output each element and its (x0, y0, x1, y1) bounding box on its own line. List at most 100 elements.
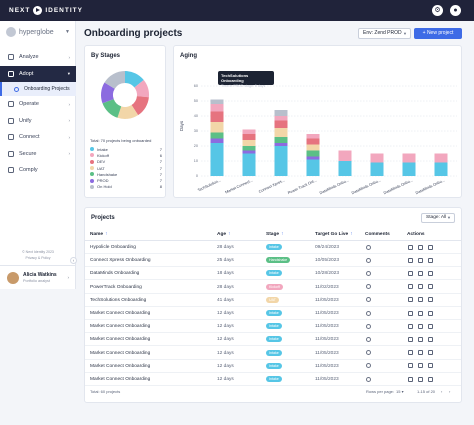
user-icon[interactable]: ● (450, 5, 461, 16)
project-name[interactable]: Market Connect Onboarding (90, 377, 151, 382)
donut-slice-handshake[interactable] (102, 99, 122, 118)
column-header-name[interactable]: Name ↑ (90, 232, 108, 237)
table-row[interactable]: Market Connect Onboarding 12 days Intake 11… (85, 373, 461, 386)
bar-segment[interactable] (370, 162, 384, 177)
bar-segment[interactable] (434, 153, 448, 163)
edit-icon[interactable] (418, 376, 423, 382)
table-row[interactable]: Hypolicle Onboarding 28 days Intake 09/24/2… (85, 241, 461, 254)
edit-icon[interactable] (418, 363, 423, 369)
table-row[interactable]: TechSolutions Onboarding 41 days UAT 11/05/… (85, 294, 461, 307)
view-icon[interactable] (408, 310, 413, 316)
bar-segment[interactable] (338, 161, 352, 176)
bar-segment[interactable] (210, 111, 224, 123)
view-icon[interactable] (408, 323, 413, 329)
delete-icon[interactable] (428, 363, 433, 369)
comment-icon[interactable] (366, 336, 371, 342)
comment-icon[interactable] (366, 363, 371, 369)
bar-segment[interactable] (242, 134, 256, 140)
bar-segment[interactable] (274, 146, 288, 176)
bar-segment[interactable] (210, 104, 224, 112)
table-row[interactable]: Market Connect Onboarding 12 days Intake 11… (85, 320, 461, 334)
bar-segment[interactable] (210, 143, 224, 176)
donut-slice-prod[interactable] (101, 82, 115, 104)
bar-segment[interactable] (402, 153, 416, 163)
new-project-button[interactable]: + New project (414, 28, 462, 39)
donut-slice-uat[interactable] (117, 105, 139, 119)
collapse-sidebar-button[interactable]: ‹ (70, 257, 77, 264)
bar-segment[interactable] (210, 132, 224, 139)
edit-icon[interactable] (418, 244, 423, 250)
bar-segment[interactable] (306, 156, 320, 160)
project-name[interactable]: Hypolicle Onboarding (90, 245, 136, 250)
bar-segment[interactable] (306, 138, 320, 145)
view-icon[interactable] (408, 363, 413, 369)
delete-icon[interactable] (428, 284, 433, 290)
table-row[interactable]: Market Connect Onboarding 12 days Intake 11… (85, 347, 461, 360)
sidebar-item-connect[interactable]: Connect › (0, 129, 76, 146)
bar-segment[interactable] (274, 116, 288, 121)
bar-segment[interactable] (242, 146, 256, 151)
delete-icon[interactable] (428, 376, 433, 382)
view-icon[interactable] (408, 376, 413, 382)
bar-segment[interactable] (434, 162, 448, 177)
table-row[interactable]: Connect Xpress Onboarding 25 days Handshak… (85, 254, 461, 268)
sidebar-item-comply[interactable]: Comply (0, 162, 76, 179)
view-icon[interactable] (408, 336, 413, 342)
bar-segment[interactable] (242, 140, 256, 146)
sidebar-item-unify[interactable]: Unify › (0, 113, 76, 130)
edit-icon[interactable] (418, 310, 423, 316)
bar-segment[interactable] (370, 153, 384, 163)
view-icon[interactable] (408, 284, 413, 290)
project-name[interactable]: Connect Xpress Onboarding (90, 258, 151, 264)
delete-icon[interactable] (428, 323, 433, 329)
view-icon[interactable] (408, 244, 413, 250)
next-page-icon[interactable]: › (449, 389, 451, 394)
bar-segment[interactable] (306, 144, 320, 151)
stage-filter-select[interactable]: Stage: All ▼ (421, 213, 455, 223)
delete-icon[interactable] (428, 350, 433, 356)
gear-icon[interactable]: ⚙ (432, 5, 443, 16)
project-name[interactable]: DataMinds Onboarding (90, 271, 140, 277)
project-name[interactable]: Market Connect Onboarding (90, 363, 151, 369)
bar-segment[interactable] (274, 137, 288, 143)
donut-slice-on-hold[interactable] (104, 71, 125, 89)
bar-segment[interactable] (274, 110, 288, 116)
comment-icon[interactable] (366, 323, 371, 329)
workspace-switcher[interactable]: hyperglobe ▼ (6, 25, 70, 39)
column-header-stage[interactable]: Stage ↑ (266, 232, 284, 237)
comment-icon[interactable] (366, 350, 371, 356)
bar-segment[interactable] (274, 128, 288, 137)
comment-icon[interactable] (366, 270, 371, 276)
view-icon[interactable] (408, 270, 413, 276)
bar-segment[interactable] (242, 153, 256, 177)
view-icon[interactable] (408, 297, 413, 303)
delete-icon[interactable] (428, 257, 433, 263)
edit-icon[interactable] (418, 297, 423, 303)
table-row[interactable]: Market Connect Onboarding 12 days Intake 11… (85, 360, 461, 373)
project-name[interactable]: Market Connect Onboarding (90, 311, 151, 316)
edit-icon[interactable] (418, 350, 423, 356)
table-row[interactable]: DataMinds Onboarding 18 days Intake 10/28/2… (85, 267, 461, 281)
bar-segment[interactable] (210, 122, 224, 133)
column-header-age[interactable]: Age ↑ (217, 232, 231, 237)
comment-icon[interactable] (366, 297, 371, 303)
sidebar-item-secure[interactable]: Secure › (0, 146, 76, 163)
bar-segment[interactable] (210, 138, 224, 144)
delete-icon[interactable] (428, 336, 433, 342)
bar-segment[interactable] (274, 143, 288, 146)
comment-icon[interactable] (366, 257, 371, 263)
edit-icon[interactable] (418, 284, 423, 290)
project-name[interactable]: Market Connect Onboarding (90, 324, 151, 330)
bar-segment[interactable] (402, 162, 416, 177)
sidebar-item-analyze[interactable]: Analyze › (0, 49, 76, 66)
bar-segment[interactable] (274, 120, 288, 129)
bar-segment[interactable] (210, 99, 224, 105)
donut-slice-kickoff[interactable] (134, 80, 149, 98)
table-row[interactable]: Market Connect Onboarding 12 days Intake 11… (85, 307, 461, 320)
donut-slice-intake[interactable] (125, 71, 144, 88)
comment-icon[interactable] (366, 284, 371, 290)
comment-icon[interactable] (366, 376, 371, 382)
bar-segment[interactable] (242, 150, 256, 154)
delete-icon[interactable] (428, 244, 433, 250)
env-select[interactable]: Env: Zend PROD ▼ (358, 28, 411, 39)
